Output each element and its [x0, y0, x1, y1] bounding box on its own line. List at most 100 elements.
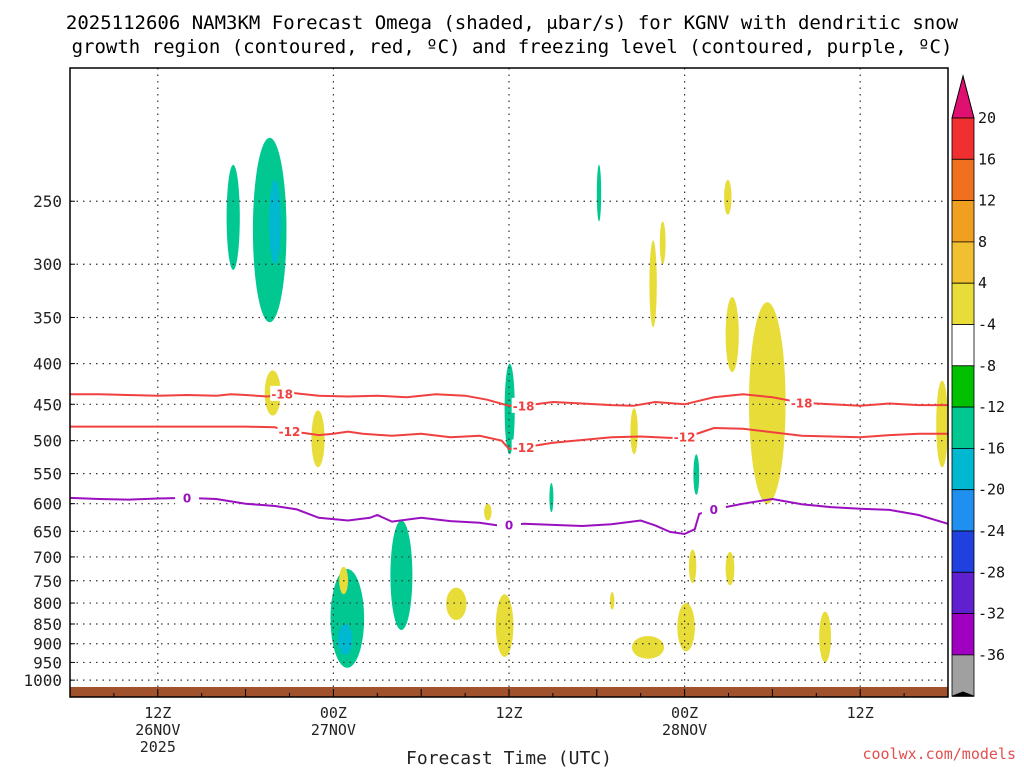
omega-shade-region-16 — [495, 594, 514, 657]
omega-shade-region-1 — [230, 208, 235, 241]
y-tick-label: 750 — [33, 572, 62, 591]
colorbar-swatch — [951, 613, 975, 656]
y-tick-label: 250 — [33, 192, 62, 211]
omega-shade-region-17 — [649, 240, 657, 328]
chart-title-line1: 2025112606 NAM3KM Forecast Omega (shaded… — [66, 12, 959, 34]
contour-label-bg — [789, 394, 814, 410]
y-tick-label: 550 — [33, 465, 62, 484]
colorbar: 20 16 12 8 4 -4 -8 -12 -16 -20 -24 -28 -32 -36 — [951, 74, 1005, 697]
x-tick-label: 12Z — [495, 704, 522, 722]
contour-label-bg — [511, 397, 536, 413]
omega-shade-region-10 — [596, 164, 602, 222]
colorbar-label: -8 — [978, 357, 996, 375]
colorbar-label: -20 — [978, 481, 1005, 499]
omega-shade-region-8 — [504, 363, 515, 455]
y-tick-label: 650 — [33, 522, 62, 541]
omega-shade-region-23 — [749, 302, 786, 504]
y-tick-label: 500 — [33, 432, 62, 451]
colorbar-label: -12 — [978, 398, 1005, 416]
contour-layer: -18 -18 -18 -12 -12 -12 0 0 0 — [69, 385, 949, 536]
colorbar-label: -4 — [978, 316, 996, 334]
contour-label--18: -18 — [791, 396, 813, 410]
omega-shading-layer — [226, 137, 948, 668]
y-tick-label: 800 — [33, 594, 62, 613]
colorbar-bottom-arrow — [951, 691, 975, 697]
colorbar-swatch — [951, 447, 975, 491]
colorbar-label: -16 — [978, 439, 1005, 457]
contour-label-bg — [701, 501, 726, 517]
x-tick-label: 2025 — [140, 738, 176, 756]
omega-shade-region-20 — [631, 636, 665, 659]
omega-shade-region-26 — [936, 380, 948, 468]
grid-layer — [70, 68, 948, 697]
colorbar-swatch — [951, 365, 975, 408]
contour-line--12 — [70, 425, 948, 450]
y-tick-label: 300 — [33, 255, 62, 274]
omega-shade-region-28 — [724, 179, 732, 215]
omega-shade-region-7 — [399, 546, 404, 567]
contour-label-bg — [175, 489, 200, 505]
contour-label-bg — [277, 423, 302, 439]
contour-label-bg — [270, 385, 295, 401]
omega-shade-region-3 — [269, 179, 281, 265]
x-tick-label: 12Z — [144, 704, 171, 722]
contour-label-bg — [511, 439, 536, 455]
contour-label--12: -12 — [513, 441, 535, 455]
colorbar-label: -24 — [978, 522, 1005, 540]
x-tick-label: 26NOV — [135, 721, 180, 739]
colorbar-swatch — [951, 571, 975, 614]
omega-shade-region-25 — [819, 611, 831, 663]
omega-shade-region-27 — [484, 503, 492, 521]
colorbar-label: 12 — [978, 192, 996, 210]
omega-shade-region-30 — [688, 549, 697, 584]
y-tick-label: 900 — [33, 635, 62, 654]
omega-shade-region-19 — [630, 408, 638, 455]
omega-shade-region-5 — [337, 624, 353, 655]
omega-shade-region-29 — [610, 592, 615, 610]
y-tick-label: 450 — [33, 395, 62, 414]
chart-title-line2: growth region (contoured, red, ºC) and f… — [72, 36, 953, 58]
y-tick-label: 1000 — [23, 671, 62, 690]
colorbar-label: 4 — [978, 274, 987, 292]
colorbar-label: -36 — [978, 646, 1005, 664]
omega-shade-region-18 — [659, 221, 666, 265]
colorbar-label: -32 — [978, 605, 1005, 623]
omega-shade-region-15 — [446, 587, 467, 620]
colorbar-swatch — [951, 241, 975, 284]
x-tick-label: 27NOV — [311, 721, 356, 739]
contour-label--12: -12 — [279, 425, 301, 439]
colorbar-label: 16 — [978, 150, 996, 168]
contour-label-bg — [672, 429, 697, 445]
colorbar-top-arrow — [951, 74, 975, 119]
y-tick-label: 600 — [33, 495, 62, 514]
omega-shade-region-21 — [677, 603, 695, 652]
y-tick-label: 850 — [33, 615, 62, 634]
colorbar-swatch — [951, 406, 975, 449]
x-tick-label: 00Z — [320, 704, 347, 722]
y-tick-label: 350 — [33, 308, 62, 327]
y-axis: 2503003504004505005506006507007508008509… — [23, 192, 75, 690]
x-tick-label: 12Z — [847, 704, 874, 722]
omega-shade-region-9 — [549, 483, 554, 513]
omega-shade-region-24 — [725, 551, 735, 586]
y-tick-label: 700 — [33, 548, 62, 567]
omega-shade-region-11 — [693, 454, 700, 495]
plot-area: -18 -18 -18 -12 -12 -12 0 0 0 — [69, 67, 949, 698]
colorbar-label: 20 — [978, 109, 996, 127]
x-tick-label: 28NOV — [662, 721, 707, 739]
contour-label--12: -12 — [674, 431, 696, 445]
x-axis-label: Forecast Time (UTC) — [406, 748, 612, 768]
credit-text: coolwx.com/models — [862, 745, 1016, 763]
contour-label-0: 0 — [710, 503, 718, 517]
colorbar-swatch — [951, 489, 975, 532]
colorbar-swatch — [951, 200, 975, 243]
contour-label-bg — [497, 517, 521, 533]
omega-shade-region-13 — [311, 410, 325, 468]
colorbar-swatch — [951, 530, 975, 573]
y-tick-label: 400 — [33, 355, 62, 374]
y-tick-label: 950 — [33, 653, 62, 672]
contour-line-0 — [69, 496, 949, 536]
colorbar-label: -28 — [978, 563, 1005, 581]
